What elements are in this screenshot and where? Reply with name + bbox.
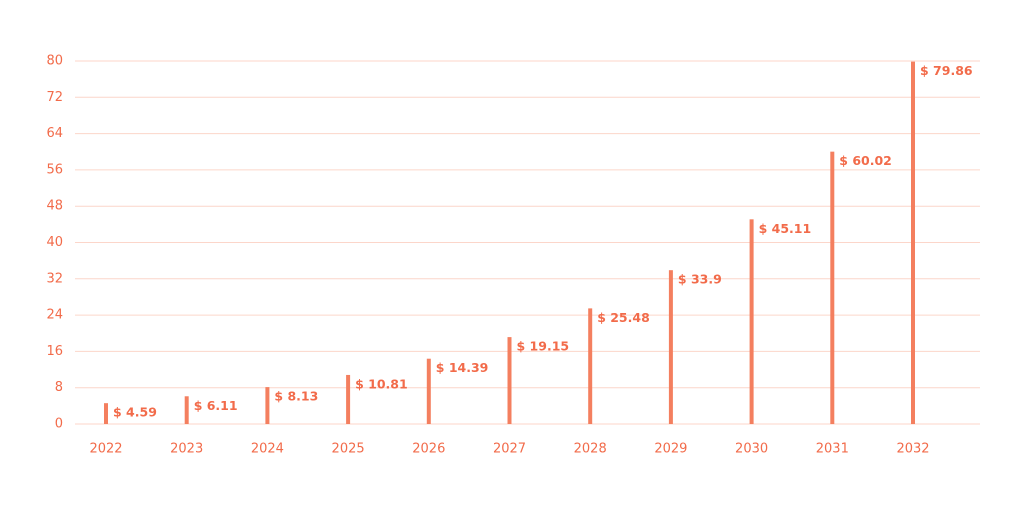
bar — [265, 387, 270, 424]
y-tick-label: 48 — [46, 199, 63, 214]
value-label: $ 8.13 — [274, 389, 318, 404]
x-tick-label: 2028 — [574, 442, 607, 457]
y-tick-label: 64 — [46, 126, 63, 141]
x-tick-label: 2025 — [332, 442, 365, 457]
bar — [104, 403, 108, 424]
y-tick-label: 32 — [46, 271, 63, 286]
value-label: $ 33.9 — [678, 272, 722, 287]
y-tick-label: 0 — [55, 417, 63, 432]
x-tick-label: 2026 — [412, 442, 445, 457]
x-tick-label: 2029 — [654, 442, 687, 457]
bar — [668, 270, 673, 424]
x-tick-label: 2030 — [735, 442, 768, 457]
y-tick-label: 56 — [46, 162, 63, 177]
bar — [830, 151, 835, 425]
bar — [588, 308, 593, 424]
y-tick-label: 72 — [46, 90, 63, 105]
y-tick-label: 16 — [46, 344, 63, 359]
bar — [911, 61, 915, 424]
value-label: $ 14.39 — [436, 360, 489, 375]
value-label: $ 19.15 — [517, 339, 570, 354]
value-label: $ 60.02 — [839, 153, 892, 168]
value-label: $ 6.11 — [194, 398, 238, 413]
y-tick-label: 24 — [46, 308, 63, 323]
y-tick-label: 8 — [55, 380, 63, 395]
x-tick-label: 2023 — [170, 442, 203, 457]
x-tick-label: 2032 — [896, 442, 929, 457]
bar — [426, 358, 431, 424]
x-tick-label: 2022 — [89, 442, 122, 457]
value-label: $ 10.81 — [355, 376, 408, 391]
x-tick-label: 2027 — [493, 442, 526, 457]
bar — [749, 219, 754, 424]
value-label: $ 4.59 — [113, 405, 157, 420]
value-label: $ 79.86 — [920, 63, 973, 78]
x-tick-label: 2031 — [816, 442, 849, 457]
bar — [507, 337, 512, 424]
value-label: $ 25.48 — [597, 310, 650, 325]
y-tick-label: 40 — [46, 235, 63, 250]
bar — [346, 374, 351, 424]
x-tick-label: 2024 — [251, 442, 284, 457]
value-label: $ 45.11 — [759, 221, 812, 236]
y-tick-label: 80 — [46, 54, 63, 69]
bar — [184, 396, 189, 424]
